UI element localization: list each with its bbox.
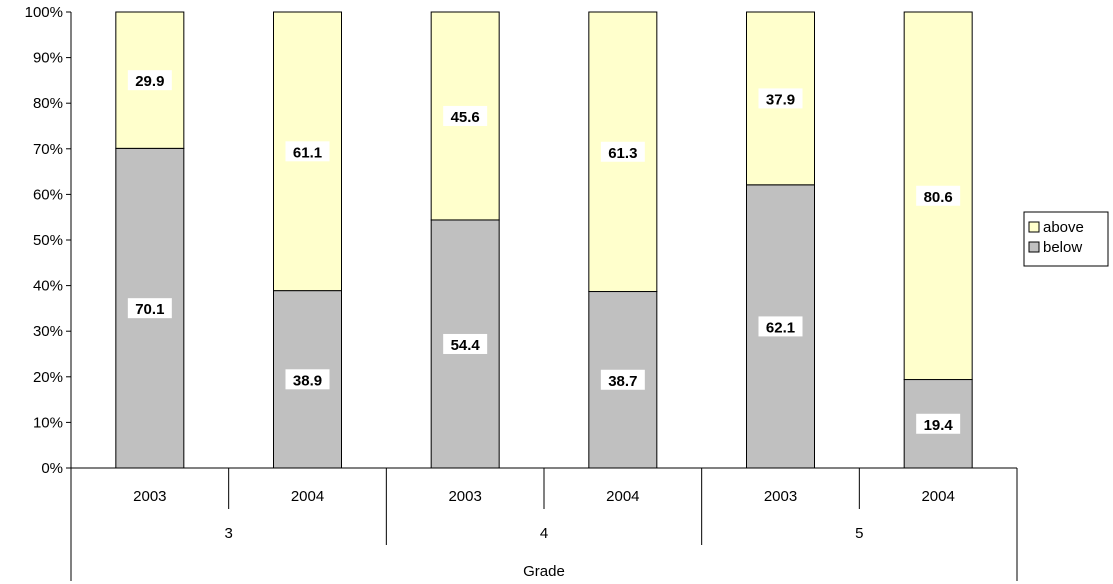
y-tick-label: 70% (33, 141, 63, 158)
data-label-value: 38.7 (608, 373, 637, 390)
data-label-box (758, 316, 803, 337)
data-label-box (758, 88, 803, 109)
data-label-above: 80.6 (916, 185, 961, 206)
data-label-value: 19.4 (924, 417, 954, 434)
y-tick-label: 40% (33, 278, 63, 295)
y-axis: 0% 10% 20% 30% 40% 50% 60% 70% 80% 90% 100% (25, 4, 72, 477)
legend-swatch-below (1028, 241, 1040, 253)
legend-box (1023, 211, 1109, 267)
legend-label-below: below (1043, 239, 1082, 256)
data-label-box (916, 413, 961, 434)
data-label-value: 45.6 (451, 109, 480, 126)
data-label-value: 62.1 (766, 319, 795, 336)
data-label-above: 29.9 (127, 70, 172, 91)
y-tick-label: 80% (33, 95, 63, 112)
legend-swatch-above (1028, 221, 1040, 233)
data-label-box (285, 369, 330, 390)
data-label-below: 38.9 (285, 369, 330, 390)
data-label-value: 29.9 (135, 73, 164, 90)
y-tick-label: 20% (33, 369, 63, 386)
data-label-below: 70.1 (127, 298, 172, 319)
data-label-box (916, 185, 961, 206)
y-tick-label: 60% (33, 186, 63, 203)
data-label-above: 61.3 (600, 141, 645, 162)
data-label-value: 61.3 (608, 145, 637, 162)
data-label-below: 62.1 (758, 316, 803, 337)
data-label-value: 70.1 (135, 301, 164, 318)
data-label-below: 54.4 (443, 333, 488, 354)
data-label-box (443, 105, 488, 126)
data-label-box (127, 70, 172, 91)
x-axis: Grade 2003 2004 2003 2004 2003 2004 3 4 5 (70, 467, 1018, 581)
y-tick-label: 10% (33, 414, 63, 431)
legend-label-above: above (1043, 219, 1084, 236)
y-tick-label: 50% (33, 232, 63, 249)
x-tick-label: 2003 (764, 488, 797, 505)
x-tick-label: 2004 (606, 488, 639, 505)
data-label-box (600, 141, 645, 162)
data-label-box (600, 369, 645, 390)
bars: 70.1 29.9 38.9 61.1 54.4 45.6 38.7 61.3 62.1 37.9… (115, 11, 973, 469)
data-label-above: 61.1 (285, 141, 330, 162)
data-label-box (443, 333, 488, 354)
y-tick-label: 30% (33, 323, 63, 340)
x-group-label: 3 (224, 525, 232, 542)
x-tick-label: 2004 (921, 488, 954, 505)
y-tick-label: 100% (25, 4, 63, 21)
data-label-value: 80.6 (924, 189, 953, 206)
x-tick-label: 2003 (133, 488, 166, 505)
data-label-value: 61.1 (293, 144, 322, 161)
data-label-value: 37.9 (766, 91, 795, 108)
data-label-above: 45.6 (443, 105, 488, 126)
x-axis-label: Grade (523, 563, 565, 580)
data-label-box (127, 298, 172, 319)
x-group-label: 4 (540, 525, 548, 542)
x-tick-label: 2004 (291, 488, 324, 505)
data-label-below: 38.7 (600, 369, 645, 390)
x-tick-label: 2003 (448, 488, 481, 505)
data-label-value: 38.9 (293, 372, 322, 389)
data-label-above: 37.9 (758, 88, 803, 109)
y-tick-label: 90% (33, 50, 63, 67)
data-label-value: 54.4 (451, 337, 481, 354)
x-group-label: 5 (855, 525, 863, 542)
data-label-below: 19.4 (916, 413, 961, 434)
data-label-box (285, 141, 330, 162)
y-tick-label: 0% (41, 460, 63, 477)
legend: above below (1023, 211, 1109, 267)
